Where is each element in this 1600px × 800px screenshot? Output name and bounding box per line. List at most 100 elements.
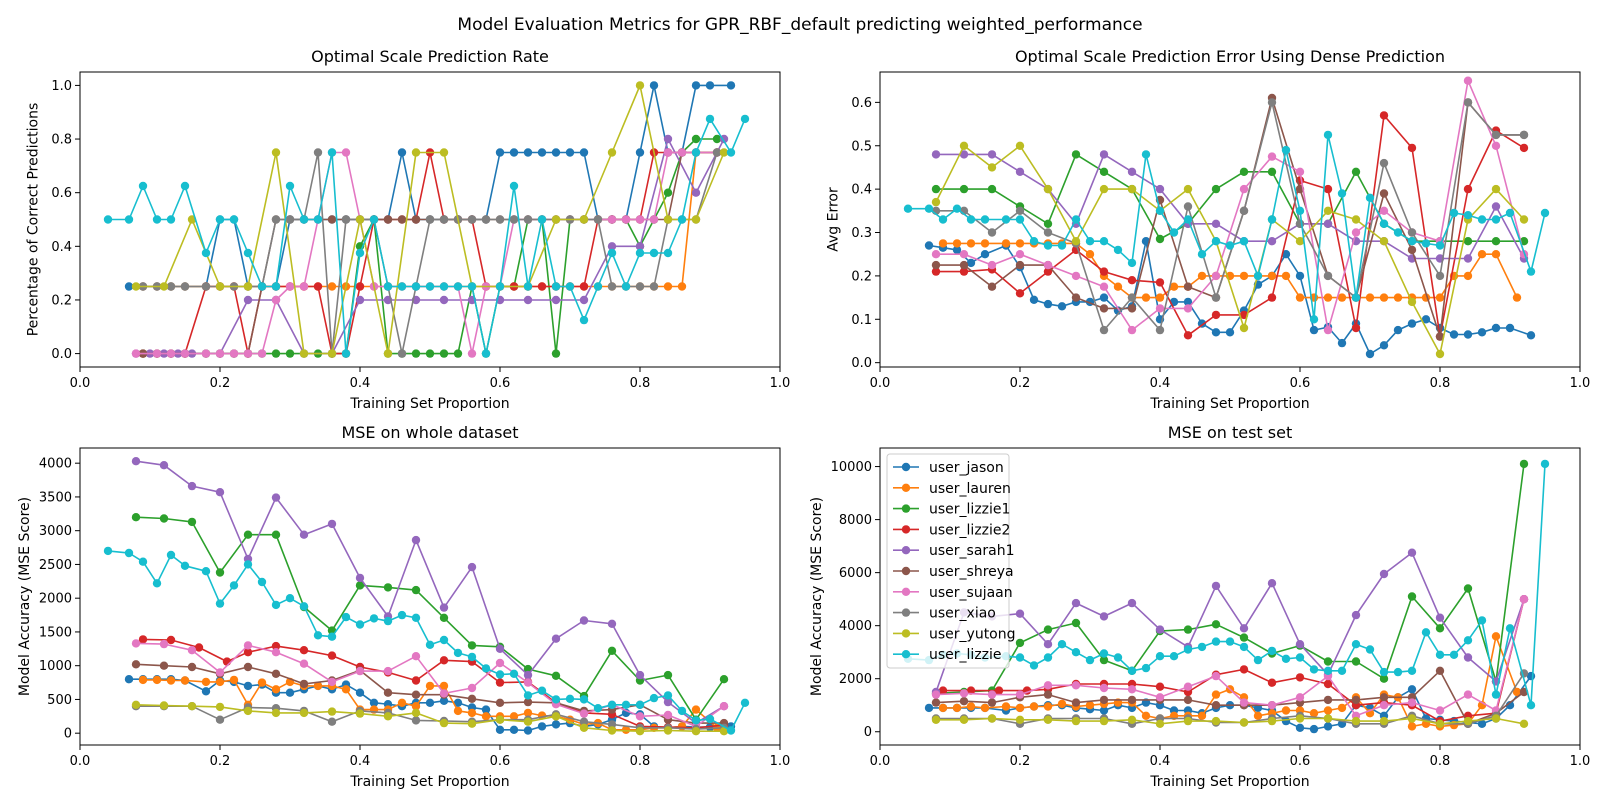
data-point [1435, 719, 1445, 728]
data-point [1295, 693, 1305, 702]
data-point [903, 204, 913, 213]
data-point [523, 678, 533, 687]
y-tick-label: 500 [47, 693, 72, 708]
data-point [1211, 310, 1221, 320]
data-point [931, 260, 941, 270]
data-point [166, 349, 176, 358]
data-point [1113, 245, 1123, 255]
data-point [1393, 325, 1403, 335]
data-point [959, 141, 969, 150]
data-point [1253, 711, 1263, 720]
data-point [649, 282, 659, 291]
data-point [1295, 219, 1305, 228]
data-point [467, 708, 477, 718]
data-point [1057, 640, 1067, 649]
data-point [1015, 167, 1025, 176]
data-point [1015, 715, 1025, 724]
data-point [987, 260, 997, 270]
data-point [411, 535, 421, 545]
data-point [1239, 167, 1249, 176]
data-point [938, 239, 948, 248]
data-point [966, 239, 976, 248]
data-point [467, 349, 477, 358]
data-point [285, 688, 295, 697]
data-point [425, 349, 435, 358]
data-point [719, 148, 729, 157]
data-point [215, 568, 225, 577]
data-point [131, 282, 141, 291]
data-point [138, 635, 148, 644]
data-point [1267, 293, 1277, 302]
data-point [1099, 655, 1109, 665]
y-tick-label: 0.2 [51, 293, 72, 308]
data-point [271, 493, 281, 502]
data-point [467, 694, 477, 703]
data-point [1323, 706, 1333, 715]
data-point [411, 652, 421, 661]
data-point [327, 677, 337, 687]
data-point [1407, 722, 1417, 731]
figure-suptitle: Model Evaluation Metrics for GPR_RBF_def… [457, 15, 1142, 35]
data-point [1379, 219, 1389, 228]
data-point [593, 282, 603, 291]
data-point [607, 282, 617, 291]
data-point [131, 639, 141, 648]
data-point [1225, 241, 1235, 250]
x-tick-label: 1.0 [1570, 376, 1591, 391]
legend-label: user_yutong [929, 626, 1016, 642]
data-point [355, 295, 365, 305]
x-tick-label: 0.6 [1290, 376, 1311, 391]
data-point [1071, 271, 1081, 281]
legend: user_jason user_lauren user_lizzie1 user_li… [886, 453, 1016, 669]
data-point [691, 727, 701, 736]
data-point [1407, 714, 1417, 723]
data-point [187, 646, 197, 655]
data-point [663, 188, 673, 197]
legend-marker [901, 566, 911, 576]
data-point [1057, 699, 1067, 709]
data-point [1351, 323, 1361, 333]
data-point [1526, 267, 1536, 276]
data-point [959, 260, 969, 270]
data-point [411, 215, 421, 224]
data-point [1099, 267, 1109, 276]
data-point [327, 349, 337, 358]
data-point [215, 702, 225, 712]
data-point [1015, 239, 1025, 248]
data-point [1267, 98, 1277, 107]
data-point [411, 585, 421, 595]
y-tick-label: 0.8 [51, 133, 72, 148]
data-point [1127, 325, 1137, 335]
data-point [229, 349, 239, 358]
data-point [579, 723, 589, 732]
data-point [229, 215, 239, 224]
data-point [215, 677, 225, 687]
data-point [1421, 315, 1431, 324]
series-user_jason [924, 237, 1536, 359]
data-point [229, 675, 239, 685]
data-point [677, 148, 687, 157]
data-point [551, 712, 561, 721]
data-point [439, 656, 449, 665]
data-point [1099, 612, 1109, 621]
data-point [523, 691, 533, 700]
data-point [1211, 581, 1221, 591]
data-point [1267, 701, 1277, 710]
data-point [1029, 237, 1039, 246]
legend-label: user_lizzie [929, 647, 1002, 663]
data-point [1379, 701, 1389, 710]
y-tick-label: 1000 [39, 659, 72, 674]
data-point [355, 620, 365, 629]
subplots: Optimal Scale Prediction Rate 0.0 0.2 0.4 0.… [17, 47, 1590, 790]
x-tick-label: 0.0 [70, 376, 91, 391]
data-point [1491, 184, 1501, 194]
data-point [159, 661, 169, 670]
data-point [1407, 548, 1417, 557]
data-point [495, 658, 505, 668]
data-point [931, 690, 941, 699]
y-tick-label: 0.0 [851, 356, 872, 371]
x-tick-label: 0.8 [630, 754, 651, 769]
data-point [166, 635, 176, 645]
data-point [551, 671, 561, 680]
data-point [1323, 293, 1333, 302]
